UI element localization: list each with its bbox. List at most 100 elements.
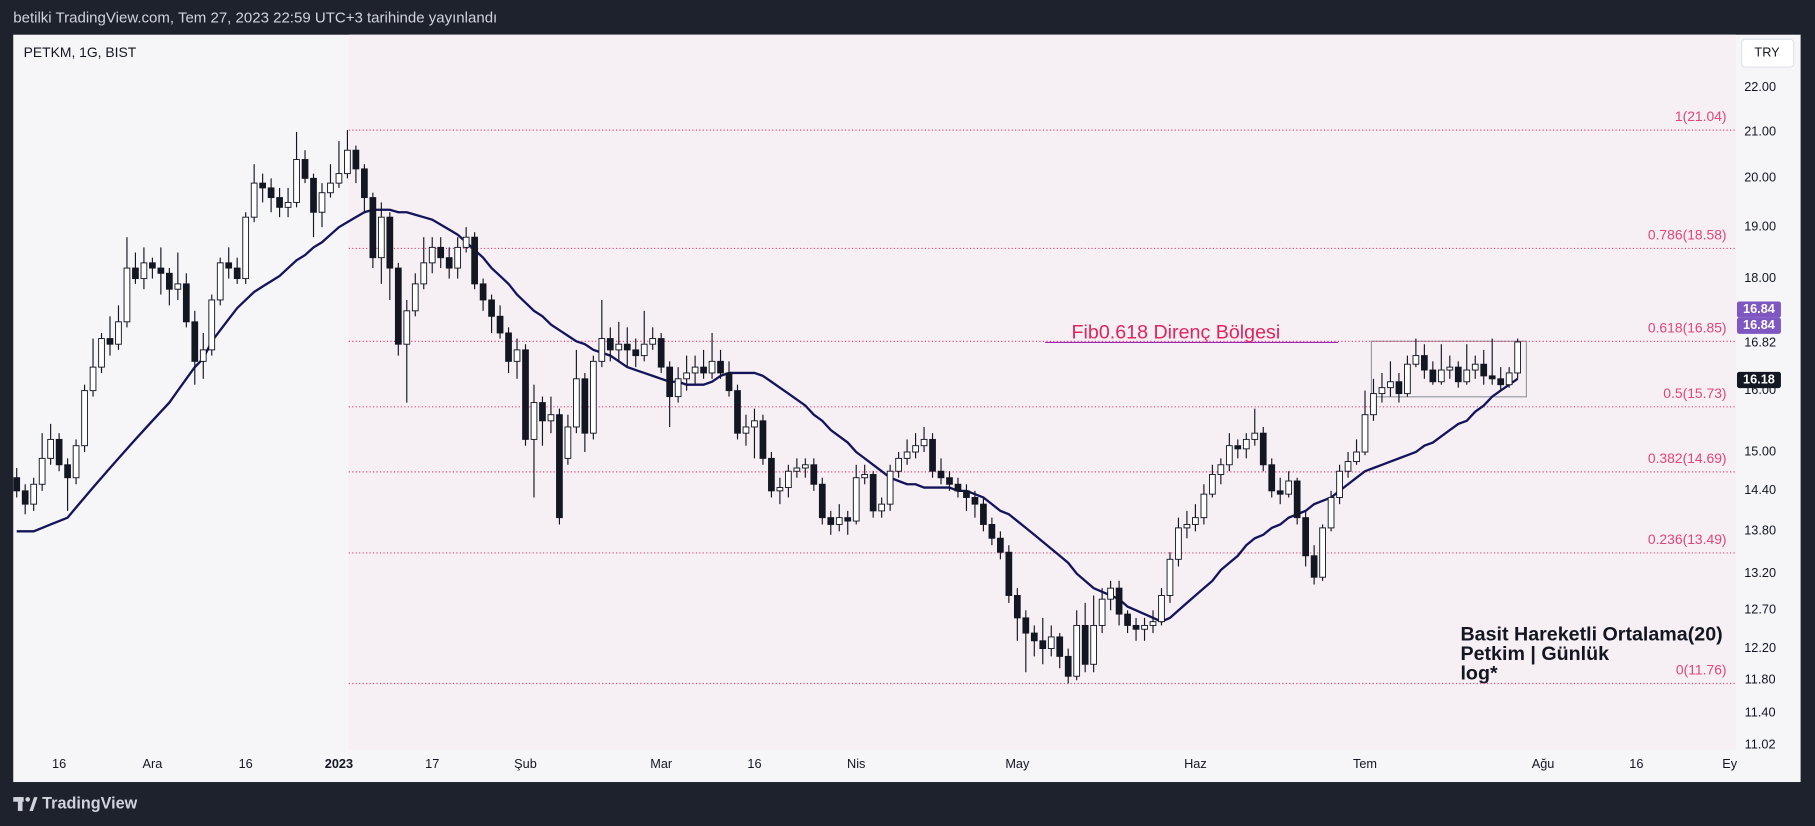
candle-body (1437, 369, 1445, 383)
candle-body (929, 438, 936, 472)
candle-body (818, 483, 826, 519)
brand-name: TradingView (42, 794, 137, 812)
candle-body (1039, 640, 1047, 650)
candle-body (1081, 624, 1089, 665)
price-label: 16.18 (1743, 371, 1775, 386)
candle-body (700, 366, 707, 374)
candle-body (1217, 464, 1225, 475)
candle-body (1293, 480, 1301, 519)
candle-body (1107, 587, 1114, 600)
x-tick-label: 16 (747, 756, 761, 771)
candle-body (852, 477, 860, 522)
price-label-box (1736, 317, 1781, 334)
candle-body (835, 517, 843, 525)
candle-body (717, 360, 724, 374)
candle-body (573, 378, 580, 428)
y-tick-label: 13.80 (1744, 523, 1776, 538)
price-label-box (1736, 371, 1781, 389)
currency-label[interactable]: TRY (1754, 45, 1780, 60)
candle-body (352, 149, 360, 170)
candle-body (1242, 438, 1250, 450)
candle-body (556, 414, 563, 519)
x-tick-label: 17 (425, 756, 439, 771)
candle-body (801, 464, 809, 469)
candle-body (1056, 636, 1064, 657)
note: Petkim | Günlük (1460, 643, 1609, 665)
candle-body (988, 523, 996, 539)
candle-body (666, 366, 674, 398)
moving-average-line (16, 208, 1519, 623)
candle-body (912, 445, 919, 453)
x-tick-label: Nis (847, 756, 865, 771)
candle-body (1022, 617, 1030, 634)
candle-body (437, 246, 445, 259)
candle-body (377, 216, 385, 259)
y-tick-label: 22.00 (1744, 79, 1776, 94)
candle-body (1073, 624, 1081, 677)
candle-body (581, 378, 589, 434)
candle-body (1302, 517, 1310, 557)
candle-body (488, 299, 495, 317)
candle-body (403, 310, 411, 345)
candle-body (742, 426, 750, 434)
candle-body (1132, 624, 1140, 630)
candle-body (428, 246, 436, 264)
fib-label: 1(21.04) (1675, 108, 1727, 124)
candle-body (344, 149, 351, 175)
currency-button[interactable] (1741, 38, 1795, 68)
candle-body (971, 497, 979, 505)
candle-body (1276, 490, 1284, 495)
candle-body (445, 257, 453, 269)
candle-body (980, 503, 987, 525)
candle-body (1446, 366, 1454, 371)
candle-body (827, 517, 835, 525)
y-tick-label: 12.20 (1744, 640, 1776, 655)
candle-body (462, 236, 470, 248)
fib-label: 0.5(15.73) (1663, 385, 1726, 401)
candle-body (454, 246, 462, 269)
y-tick-label: 18.00 (1744, 270, 1776, 285)
candle-body (751, 420, 758, 428)
candle-body (1268, 464, 1276, 492)
candle-body (394, 267, 402, 345)
candle-body (369, 197, 377, 259)
candle-body (522, 349, 529, 440)
published-note: betilki TradingView.com, Tem 27, 2023 22… (13, 9, 497, 26)
candle-body (140, 262, 148, 280)
candle-body (293, 159, 300, 203)
candle-body (165, 272, 173, 290)
candle-body (13, 477, 21, 492)
x-tick-label: 16 (239, 756, 253, 771)
y-tick-label: 20.00 (1744, 170, 1776, 185)
candle-body (123, 267, 131, 323)
candle-body (844, 517, 852, 522)
candle-body (1353, 451, 1360, 463)
x-tick-label: 2023 (325, 756, 353, 771)
candle-body (1505, 372, 1513, 386)
candle-body (1404, 363, 1411, 395)
candle-body (267, 187, 275, 199)
candle-body (1225, 445, 1233, 466)
candle-body (776, 487, 784, 492)
candle-body (878, 503, 886, 512)
candle-body (640, 343, 648, 357)
candle-body (81, 390, 88, 447)
candle-body (284, 201, 292, 208)
candle-body (208, 299, 216, 351)
candle-body (1285, 480, 1293, 495)
fib-label: 0.236(13.49) (1648, 531, 1727, 547)
candle-body (793, 467, 801, 472)
candle-body (1149, 621, 1157, 626)
candle-body (1454, 366, 1462, 383)
note: Basit Hareketli Ortalama(20) (1460, 623, 1722, 645)
candle-body (21, 490, 29, 505)
candle-body (496, 315, 504, 334)
zone-label: Fib0.618 Direnç Bölgesi (1072, 321, 1281, 343)
x-tick-label: 16 (52, 756, 66, 771)
candle-body (479, 283, 487, 301)
candle-body (1115, 587, 1123, 615)
candle-body (530, 402, 538, 440)
candle-body (1327, 497, 1335, 529)
candle-body (1183, 523, 1191, 529)
